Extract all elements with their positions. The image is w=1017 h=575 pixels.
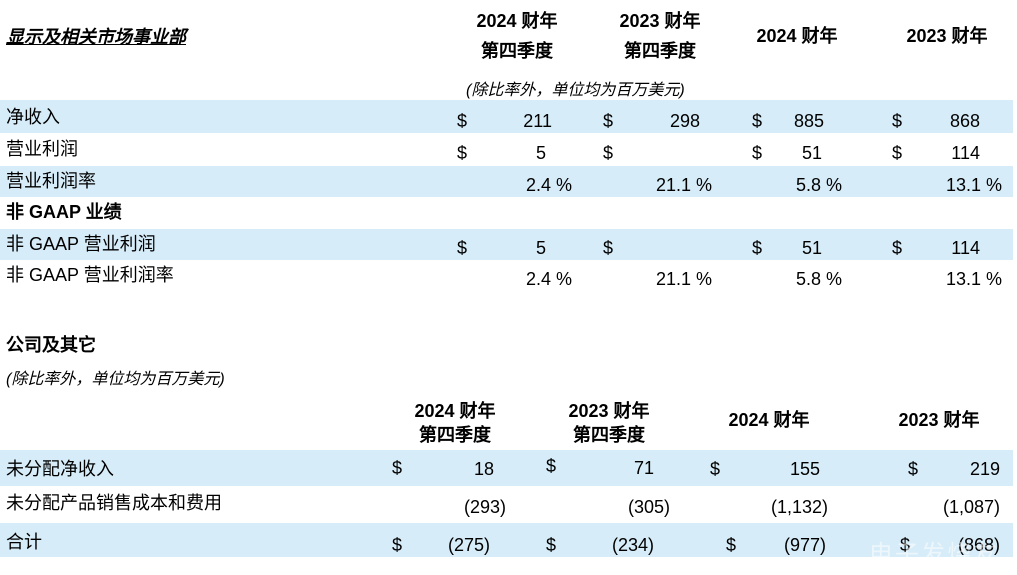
currency: $ bbox=[603, 143, 614, 163]
currency: $ bbox=[392, 535, 403, 555]
s1-row-band bbox=[0, 166, 1013, 197]
row-label: 未分配净收入 bbox=[6, 459, 114, 479]
cell-value: 2.4 % bbox=[525, 175, 572, 195]
cell-value: 51 bbox=[801, 143, 822, 163]
section1-title: 显示及相关市场事业部 bbox=[6, 27, 186, 47]
cell-value: 2.4 % bbox=[525, 269, 572, 289]
cell-value: 5.8 % bbox=[795, 175, 842, 195]
section2-title: 公司及其它 bbox=[6, 335, 96, 355]
cell-value: 18 bbox=[473, 459, 494, 479]
cell-value: 219 bbox=[969, 459, 1000, 479]
currency: $ bbox=[457, 111, 468, 131]
currency: $ bbox=[546, 535, 557, 555]
currency: $ bbox=[603, 111, 614, 131]
currency: $ bbox=[892, 111, 903, 131]
cell-value: 13.1 % bbox=[945, 175, 1002, 195]
s1-col2-header: 2023 财年 第四季度 bbox=[619, 11, 701, 61]
s2-row-band bbox=[0, 450, 1013, 486]
currency: $ bbox=[392, 458, 403, 478]
cell-value: 5 bbox=[535, 143, 546, 163]
s1-row-band bbox=[0, 229, 1013, 260]
s2-row-band bbox=[0, 523, 1013, 557]
row-label: 合计 bbox=[6, 532, 42, 552]
cell-value: (234) bbox=[611, 535, 654, 555]
s1-col3-header: 2024 财年 bbox=[756, 26, 838, 46]
currency: $ bbox=[603, 238, 614, 258]
currency: $ bbox=[900, 535, 911, 555]
s1-row-band bbox=[0, 100, 1013, 133]
currency: $ bbox=[908, 459, 919, 479]
cell-value: 21.1 % bbox=[655, 175, 712, 195]
cell-value: 211 bbox=[523, 111, 552, 131]
cell-value: (868) bbox=[957, 535, 1000, 555]
currency: $ bbox=[710, 459, 721, 479]
s1-col4-header: 2023 财年 bbox=[906, 26, 988, 46]
currency: $ bbox=[892, 238, 903, 258]
cell-value: 71 bbox=[633, 458, 654, 478]
currency: $ bbox=[726, 535, 737, 555]
row-label: 净收入 bbox=[6, 107, 60, 127]
cell-value: 155 bbox=[789, 459, 820, 479]
cell-value: 5 bbox=[535, 238, 546, 258]
currency: $ bbox=[457, 143, 468, 163]
cell-value: 885 bbox=[793, 111, 824, 131]
row-label: 营业利润 bbox=[6, 139, 78, 159]
cell-value: (1,087) bbox=[942, 497, 1000, 517]
currency: $ bbox=[892, 143, 903, 163]
cell-value: 298 bbox=[669, 111, 700, 131]
s2-col3-header: 2024 财年 bbox=[728, 410, 810, 430]
cell-value: 114 bbox=[951, 238, 980, 258]
row-label: 未分配产品销售成本和费用 bbox=[6, 493, 222, 513]
cell-value: 868 bbox=[949, 111, 980, 131]
currency: $ bbox=[752, 143, 763, 163]
cell-value: 13.1 % bbox=[945, 269, 1002, 289]
watermark: 电子发烧友 bbox=[869, 541, 999, 568]
cell-value: 21.1 % bbox=[655, 269, 712, 289]
row-label: 非 GAAP 营业利润率 bbox=[6, 265, 174, 285]
s1-col1-header: 2024 财年 第四季度 bbox=[476, 11, 558, 61]
row-label: 非 GAAP 营业利润 bbox=[6, 234, 156, 254]
non-gaap-title: 非 GAAP 业绩 bbox=[6, 202, 122, 222]
s2-unit-note: (除比率外，单位均为百万美元) bbox=[6, 371, 225, 388]
cell-value: (1,132) bbox=[770, 497, 828, 517]
s1-unit-note: (除比率外，单位均为百万美元) bbox=[466, 82, 685, 99]
cell-value: 51 bbox=[801, 238, 822, 258]
currency: $ bbox=[752, 238, 763, 258]
currency: $ bbox=[457, 238, 468, 258]
row-label: 营业利润率 bbox=[6, 171, 96, 191]
cell-value: 5.8 % bbox=[795, 269, 842, 289]
cell-value: (977) bbox=[783, 535, 826, 555]
currency: $ bbox=[546, 456, 557, 476]
s2-col4-header: 2023 财年 bbox=[898, 410, 980, 430]
s2-col2-header: 2023 财年 第四季度 bbox=[568, 401, 650, 445]
s2-col1-header: 2024 财年 第四季度 bbox=[414, 401, 496, 445]
currency: $ bbox=[752, 111, 763, 131]
cell-value: (305) bbox=[627, 497, 670, 517]
cell-value: (275) bbox=[447, 535, 490, 555]
cell-value: 114 bbox=[951, 143, 980, 163]
cell-value: (293) bbox=[463, 497, 506, 517]
